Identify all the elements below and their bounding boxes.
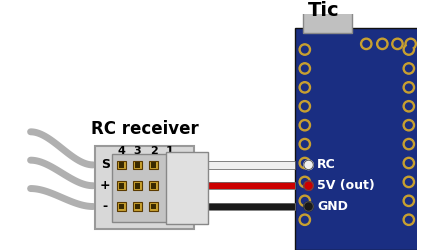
Circle shape xyxy=(377,38,388,50)
Bar xyxy=(208,182,295,190)
Circle shape xyxy=(403,100,414,112)
Circle shape xyxy=(403,63,414,74)
Bar xyxy=(118,183,124,188)
Text: Tic: Tic xyxy=(308,1,339,20)
Text: RC: RC xyxy=(317,158,336,172)
Bar xyxy=(133,182,142,190)
Bar xyxy=(295,28,418,250)
Circle shape xyxy=(403,195,414,206)
Bar xyxy=(208,203,295,210)
Text: 4: 4 xyxy=(118,146,125,156)
Circle shape xyxy=(405,178,412,185)
Circle shape xyxy=(405,38,417,50)
Bar xyxy=(117,161,126,169)
Bar xyxy=(117,202,126,211)
Text: 2: 2 xyxy=(150,146,157,156)
Circle shape xyxy=(405,103,412,110)
Circle shape xyxy=(408,40,414,47)
Circle shape xyxy=(299,120,311,131)
Circle shape xyxy=(304,181,313,190)
Bar xyxy=(208,161,295,169)
Bar xyxy=(208,161,295,169)
Text: 3: 3 xyxy=(133,146,141,156)
Circle shape xyxy=(394,40,401,47)
Text: S: S xyxy=(101,158,110,172)
Circle shape xyxy=(299,176,311,188)
Text: +: + xyxy=(100,179,111,192)
Bar xyxy=(95,146,194,229)
Circle shape xyxy=(403,157,414,169)
Text: RC receiver: RC receiver xyxy=(91,120,198,138)
Circle shape xyxy=(403,214,414,226)
Bar xyxy=(135,204,140,209)
Circle shape xyxy=(299,138,311,150)
Circle shape xyxy=(299,214,311,226)
Circle shape xyxy=(299,100,311,112)
Circle shape xyxy=(299,195,311,206)
Circle shape xyxy=(405,216,412,223)
Circle shape xyxy=(403,120,414,131)
Circle shape xyxy=(405,65,412,72)
Circle shape xyxy=(302,103,308,110)
Text: 1: 1 xyxy=(166,146,173,156)
Circle shape xyxy=(405,198,412,204)
Text: -: - xyxy=(103,200,108,213)
Circle shape xyxy=(304,202,313,211)
Circle shape xyxy=(302,141,308,148)
Circle shape xyxy=(299,82,311,93)
Bar xyxy=(166,152,208,224)
Circle shape xyxy=(302,216,308,223)
Bar xyxy=(133,202,142,211)
Circle shape xyxy=(403,176,414,188)
Bar xyxy=(208,203,295,210)
Circle shape xyxy=(361,38,372,50)
Circle shape xyxy=(405,122,412,128)
Circle shape xyxy=(403,44,414,55)
Circle shape xyxy=(302,122,308,128)
Text: GND: GND xyxy=(317,200,348,213)
Circle shape xyxy=(304,160,313,170)
Bar xyxy=(135,183,140,188)
Bar xyxy=(117,182,126,190)
Bar xyxy=(208,182,295,190)
Bar xyxy=(303,6,352,32)
Circle shape xyxy=(405,46,412,53)
Circle shape xyxy=(405,84,412,91)
Circle shape xyxy=(403,138,414,150)
Text: 5V (out): 5V (out) xyxy=(317,179,375,192)
Bar xyxy=(133,161,142,169)
Bar xyxy=(149,161,158,169)
Bar xyxy=(149,202,158,211)
Bar xyxy=(149,182,158,190)
Bar xyxy=(118,162,124,168)
Circle shape xyxy=(302,178,308,185)
Circle shape xyxy=(302,65,308,72)
Circle shape xyxy=(405,160,412,166)
Bar xyxy=(151,183,156,188)
Bar xyxy=(118,204,124,209)
Bar xyxy=(151,162,156,168)
Circle shape xyxy=(302,84,308,91)
Bar xyxy=(135,162,140,168)
Circle shape xyxy=(403,82,414,93)
Circle shape xyxy=(405,141,412,148)
Circle shape xyxy=(299,63,311,74)
Circle shape xyxy=(299,157,311,169)
Circle shape xyxy=(302,46,308,53)
Circle shape xyxy=(302,198,308,204)
Circle shape xyxy=(302,160,308,166)
Circle shape xyxy=(392,38,403,50)
Circle shape xyxy=(363,40,369,47)
Bar xyxy=(151,204,156,209)
Circle shape xyxy=(379,40,386,47)
Circle shape xyxy=(299,44,311,55)
Bar xyxy=(112,154,168,222)
